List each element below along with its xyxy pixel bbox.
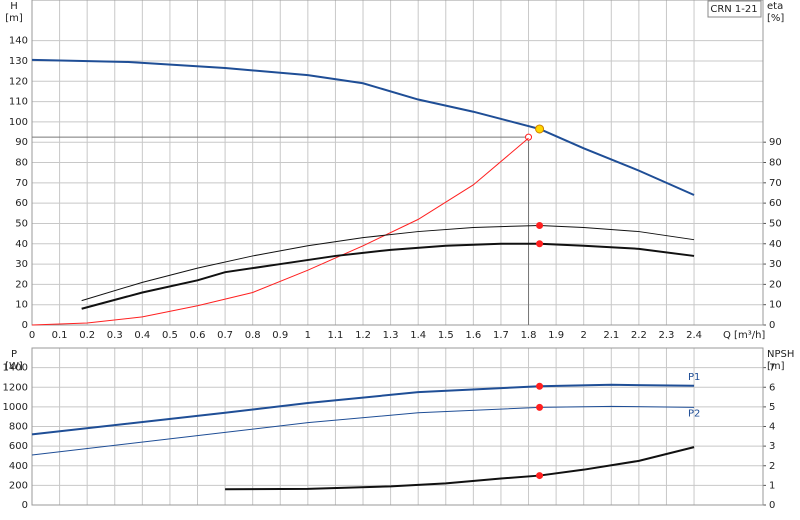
y2-tick-label: 50 <box>769 218 782 229</box>
y2-axis-title: eta <box>767 1 783 12</box>
x-tick-label: 2.1 <box>603 330 619 341</box>
x-tick-label: 0.6 <box>190 330 206 341</box>
x-tick-label: 1.3 <box>383 330 399 341</box>
x-tick-label: 0.1 <box>52 330 68 341</box>
curve <box>81 224 695 302</box>
y-axis-unit: [m] <box>5 13 23 24</box>
y2-tick-label: 0 <box>769 320 775 331</box>
y2-tick-label: 20 <box>769 279 782 290</box>
y2-tick-label: 4 <box>769 422 775 433</box>
x-tick-label: 0.8 <box>245 330 261 341</box>
plot-frame <box>31 0 764 326</box>
y2-tick-label: 70 <box>769 178 782 189</box>
y2-tick-label: 6 <box>769 382 775 393</box>
plot-frame <box>31 347 764 506</box>
y2-axis-unit: [m] <box>767 361 785 372</box>
x-tick-label: 2.3 <box>658 330 674 341</box>
y-tick-label: 30 <box>15 259 28 270</box>
x-tick-label: 1.9 <box>548 330 564 341</box>
y2-axis-unit: [%] <box>767 13 784 24</box>
x-tick-label: 1.8 <box>521 330 537 341</box>
operating-point <box>536 382 544 390</box>
y-tick-label: 100 <box>9 117 28 128</box>
curve <box>31 58 695 196</box>
y2-tick-label: 60 <box>769 198 782 209</box>
x-axis-title: Q [m³/h] <box>723 330 765 341</box>
y-axis-unit: [W] <box>5 361 23 372</box>
y-tick-label: 130 <box>9 56 28 67</box>
y2-tick-label: 40 <box>769 239 782 250</box>
operating-point <box>536 403 544 411</box>
y-tick-label: 80 <box>15 158 28 169</box>
x-tick-label: 0.7 <box>217 330 233 341</box>
x-tick-label: 1.1 <box>327 330 343 341</box>
x-tick-label: 2.2 <box>631 330 647 341</box>
y2-tick-label: 0 <box>769 500 775 511</box>
x-tick-label: 0.3 <box>107 330 123 341</box>
curve <box>31 383 695 436</box>
x-tick-label: 2.4 <box>686 330 702 341</box>
operating-point <box>536 240 544 248</box>
y2-tick-label: 3 <box>769 441 775 452</box>
x-tick-label: 0.5 <box>162 330 178 341</box>
y-tick-label: 0 <box>22 500 28 511</box>
y2-tick-label: 1 <box>769 480 775 491</box>
x-tick-label: 1.2 <box>355 330 371 341</box>
y-tick-label: 200 <box>9 480 28 491</box>
y-tick-label: 40 <box>15 239 28 250</box>
y-tick-label: 120 <box>9 76 28 87</box>
y2-tick-label: 7 <box>769 363 775 374</box>
operating-point <box>536 221 544 229</box>
y-tick-label: 50 <box>15 218 28 229</box>
x-tick-label: 0.9 <box>272 330 288 341</box>
x-tick-label: 0 <box>29 330 35 341</box>
y2-tick-label: 2 <box>769 461 775 472</box>
curve <box>31 405 695 456</box>
y2-axis-title: NPSH <box>767 349 794 360</box>
y2-tick-label: 30 <box>769 259 782 270</box>
y2-tick-label: 10 <box>769 300 782 311</box>
label-box <box>707 0 762 18</box>
x-tick-label: 1.4 <box>410 330 426 341</box>
y-tick-label: 60 <box>15 198 28 209</box>
y-tick-label: 400 <box>9 461 28 472</box>
x-tick-label: 0.2 <box>79 330 95 341</box>
y-tick-label: 800 <box>9 422 28 433</box>
y-tick-label: 140 <box>9 36 28 47</box>
x-tick-label: 1.6 <box>465 330 481 341</box>
legend-label: P2 <box>688 408 700 419</box>
y-tick-label: 110 <box>9 97 28 108</box>
x-tick-label: 1 <box>305 330 311 341</box>
x-tick-label: 1.5 <box>438 330 454 341</box>
y-tick-label: 1000 <box>3 402 28 413</box>
y2-tick-label: 80 <box>769 158 782 169</box>
y-tick-label: 1400 <box>3 363 28 374</box>
x-tick-label: 0.4 <box>134 330 150 341</box>
y-axis-title: P <box>11 349 17 360</box>
y2-tick-label: 5 <box>769 402 775 413</box>
y-axis-title: H <box>10 1 18 12</box>
x-tick-label: 2 <box>581 330 587 341</box>
duty-marker <box>525 133 533 141</box>
x-tick-label: 1.7 <box>493 330 509 341</box>
operating-point <box>535 124 545 134</box>
y-tick-label: 70 <box>15 178 28 189</box>
y-tick-label: 0 <box>22 320 28 331</box>
y2-tick-label: 90 <box>769 137 782 148</box>
y-tick-label: 90 <box>15 137 28 148</box>
y-tick-label: 10 <box>15 300 28 311</box>
y-tick-label: 600 <box>9 441 28 452</box>
y-tick-label: 1200 <box>3 382 28 393</box>
curve <box>81 242 695 310</box>
curve <box>31 137 529 326</box>
operating-point <box>536 472 544 480</box>
chart-label: CRN 1-21 <box>710 4 757 15</box>
y-tick-label: 20 <box>15 279 28 290</box>
legend-label: P1 <box>688 372 700 383</box>
curve <box>225 446 695 491</box>
